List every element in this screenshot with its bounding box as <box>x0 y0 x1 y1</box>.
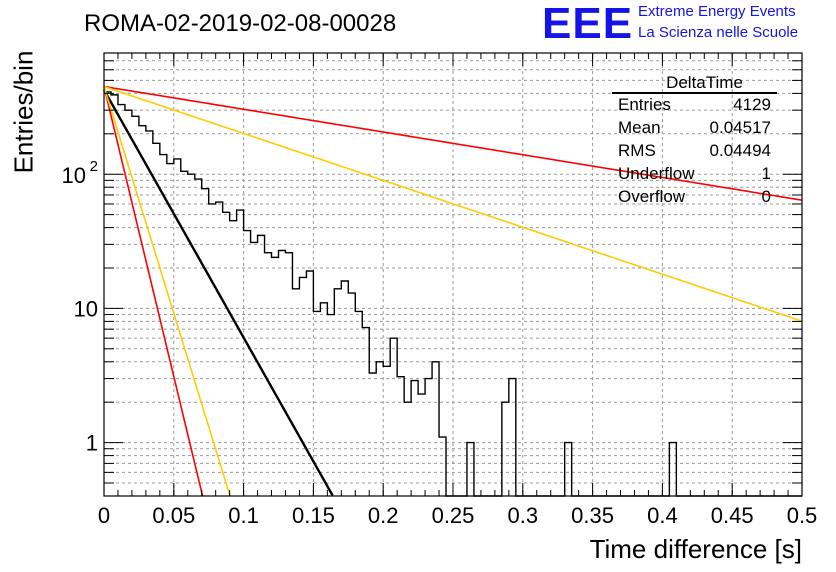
exp-curve-4 <box>103 86 231 496</box>
stats-title: DeltaTime <box>666 73 743 92</box>
curve-layer <box>102 85 803 497</box>
eee-logo: EEE <box>542 0 634 48</box>
stats-label: RMS <box>618 141 656 160</box>
stats-label: Overflow <box>618 187 686 206</box>
x-tick-label: 0.35 <box>571 503 614 528</box>
x-tick-label: 0.2 <box>368 503 399 528</box>
x-tick-label: 0.3 <box>508 503 539 528</box>
x-tick-label: 0.4 <box>647 503 678 528</box>
x-tick-label: 0.05 <box>152 503 195 528</box>
stats-value: 4129 <box>733 95 771 114</box>
x-tick-label: 0.1 <box>228 503 259 528</box>
exp-curve-2 <box>103 85 803 322</box>
stats-box: DeltaTime Entries 4129 Mean 0.04517 RMS 0.0449… <box>612 73 777 206</box>
eee-logo-line2: La Scienza nelle Scuole <box>638 24 799 41</box>
eee-logo-line1: Extreme Energy Events <box>638 3 796 20</box>
y-tick-label: 10 <box>62 163 86 188</box>
x-tick-label: 0.25 <box>432 503 475 528</box>
exp-curve-1 <box>103 85 803 201</box>
y-axis-label: Entries/bin <box>8 50 39 174</box>
exp-curve-3 <box>103 86 204 496</box>
exp-curve-0 <box>102 89 334 497</box>
y-tick-label: 1 <box>86 431 98 456</box>
stats-label: Mean <box>618 118 661 137</box>
stats-value: 0 <box>762 187 771 206</box>
tick-layer: 0 0.05 0.1 0.15 0.2 0.25 0.3 0.35 0.4 0.45 0.51101… <box>62 52 818 528</box>
x-tick-label: 0 <box>98 503 110 528</box>
x-tick-label: 0.5 <box>787 503 818 528</box>
x-tick-label: 0.45 <box>711 503 754 528</box>
stats-value: 0.04517 <box>710 118 771 137</box>
run-title: ROMA-02-2019-02-08-00028 <box>84 10 397 37</box>
x-tick-label: 0.15 <box>292 503 335 528</box>
y-tick-label: 10 <box>74 296 98 321</box>
stats-label: Entries <box>618 95 671 114</box>
stats-value: 1 <box>762 164 771 183</box>
x-axis-label: Time difference [s] <box>589 534 802 564</box>
stats-label: Underflow <box>618 164 695 183</box>
y-tick-exponent: 2 <box>90 158 98 175</box>
stats-value: 0.04494 <box>710 141 771 160</box>
